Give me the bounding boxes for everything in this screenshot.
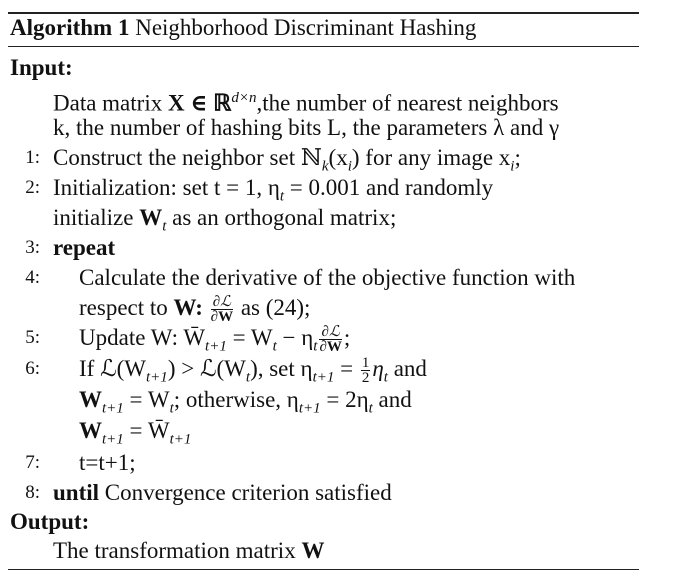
step-1: Construct the neighbor set ℕk(xi) for an…: [53, 145, 521, 175]
step-7: t=t+1;: [79, 450, 136, 475]
step-number: 6:: [25, 358, 40, 379]
step-number: 8:: [25, 482, 40, 503]
step-number: 3:: [25, 237, 40, 258]
derivative-fraction: ∂ℒ ∂W: [319, 324, 342, 356]
step-number: 4:: [25, 267, 40, 288]
input-heading: Input:: [10, 55, 73, 80]
step-4-line-2: respect to W: ∂ℒ ∂W as (24);: [79, 294, 311, 326]
step-6: If ℒ(Wt+1) > ℒ(Wt), set ηt+1 = 1 2 ηt and: [79, 355, 427, 387]
step-6-line-3: Wt+1 = W̄t+1: [79, 418, 192, 448]
input-line-2: k, the number of hashing bits L, the par…: [53, 115, 560, 140]
step-5: Update W: W̄t+1 = Wt − ηt ∂ℒ ∂W;: [79, 324, 351, 356]
step-8: until Convergence criterion satisfied: [53, 480, 392, 505]
step-2-line-2: initialize Wt as an orthogonal matrix;: [53, 205, 397, 235]
algorithm-label: Algorithm 1: [10, 15, 130, 40]
output-heading: Output:: [10, 509, 90, 534]
step-4: Calculate the derivative of the objectiv…: [79, 265, 576, 290]
derivative-fraction: ∂ℒ ∂W: [210, 294, 234, 326]
top-rule: [8, 12, 639, 14]
step-3-repeat: repeat: [53, 235, 116, 260]
step-number: 7:: [25, 452, 40, 473]
bottom-rule: [8, 569, 639, 570]
step-6-line-2: Wt+1 = Wt; otherwise, ηt+1 = 2ηt and: [79, 387, 412, 417]
step-number: 1:: [25, 147, 40, 168]
algorithm-header: Algorithm 1 Neighborhood Discriminant Ha…: [10, 14, 476, 42]
step-2: Initialization: set t = 1, ηt = 0.001 an…: [53, 175, 494, 205]
input-line-1: Data matrix X ∈ ℝd×n,the number of neare…: [53, 90, 559, 116]
header-rule: [8, 46, 639, 47]
step-number: 5:: [25, 327, 40, 348]
output-line: The transformation matrix W: [53, 538, 325, 563]
algorithm-title: Neighborhood Discriminant Hashing: [135, 15, 477, 40]
step-number: 2:: [25, 177, 40, 198]
